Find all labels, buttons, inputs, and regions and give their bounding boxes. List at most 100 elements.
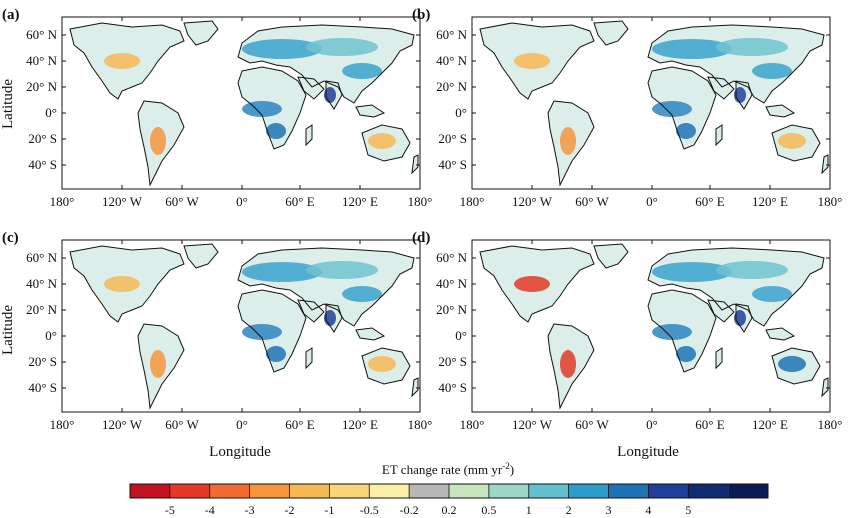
colorbar-segment <box>528 484 569 498</box>
colorbar-segment <box>249 484 290 498</box>
lon-tick-label: 120° E <box>752 194 788 209</box>
lon-tick-label: 180° <box>818 194 843 209</box>
lon-tick-label: 120° W <box>102 194 143 209</box>
colorbar-tick-label: 2 <box>566 503 572 517</box>
lat-tick-label: 40° N <box>26 53 57 68</box>
lon-tick-label: 180° <box>50 194 75 209</box>
lat-tick-label: 0° <box>45 105 57 120</box>
map-panel-2: 60° N 40° N 20° N 0° 20° S 40° S 180° 120° W 60°… <box>2 230 432 432</box>
lat-tick-label: 20° S <box>438 131 467 146</box>
colorbar-tick-label: -0.2 <box>400 503 419 517</box>
longitude-label-right: Longitude <box>617 444 679 460</box>
colorbar-segment <box>488 484 529 498</box>
lon-tick-label: 120° W <box>512 417 553 432</box>
lat-tick-label: 0° <box>455 328 467 343</box>
colorbar-segment <box>728 484 768 498</box>
lon-tick-label: 0° <box>646 194 658 209</box>
map-frame <box>471 16 831 190</box>
colorbar-segment <box>369 484 410 498</box>
lat-tick-label: 40° S <box>28 380 57 395</box>
lat-tick-label: 60° N <box>436 27 467 42</box>
panel-label: (d) <box>412 230 430 246</box>
panel-label: (c) <box>2 230 19 246</box>
colorbar-title: ET change rate (mm yr-2) <box>382 461 514 477</box>
map-frame <box>471 239 831 413</box>
lat-tick-label: 20° S <box>28 354 57 369</box>
lon-tick-label: 60° W <box>165 417 199 432</box>
lon-tick-label: 0° <box>646 417 658 432</box>
colorbar-tick-label: 0.5 <box>481 503 496 517</box>
lon-tick-label: 60° E <box>285 194 314 209</box>
lon-tick-label: 60° E <box>695 194 724 209</box>
lat-tick-label: 20° N <box>26 79 57 94</box>
lat-tick-label: 60° N <box>26 250 57 265</box>
colorbar-segment <box>289 484 330 498</box>
colorbar-segment <box>688 484 729 498</box>
colorbar: -5 -4 -3 -2 -1 -0.5 -0.2 0.2 0.5 1 2 3 4 5 <box>129 483 769 517</box>
colorbar-segment <box>608 484 649 498</box>
colorbar-segment <box>568 484 609 498</box>
lon-tick-label: 180° <box>408 417 433 432</box>
colorbar-tick-label: -1 <box>324 503 334 517</box>
lat-tick-label: 40° N <box>436 53 467 68</box>
map-frame <box>61 239 421 413</box>
lon-tick-label: 60° W <box>575 417 609 432</box>
lat-tick-label: 0° <box>45 328 57 343</box>
lon-tick-label: 60° W <box>575 194 609 209</box>
lat-tick-label: 40° N <box>26 276 57 291</box>
lat-tick-label: 20° N <box>26 302 57 317</box>
lat-tick-label: 40° S <box>438 380 467 395</box>
lon-tick-label: 0° <box>236 417 248 432</box>
panel-label: (b) <box>412 7 430 23</box>
lon-tick-label: 180° <box>460 194 485 209</box>
colorbar-segment <box>449 484 489 498</box>
colorbar-tick-label: 0.2 <box>442 503 457 517</box>
map-frame <box>61 16 421 190</box>
lat-tick-label: 20° S <box>438 354 467 369</box>
colorbar-tick-label: 5 <box>685 503 691 517</box>
lat-tick-label: 40° S <box>28 157 57 172</box>
lat-tick-label: 20° N <box>436 79 467 94</box>
colorbar-tick-label: -2 <box>285 503 295 517</box>
lon-tick-label: 120° E <box>752 417 788 432</box>
colorbar-segment <box>130 484 170 498</box>
lon-tick-label: 120° E <box>342 194 378 209</box>
colorbar-segment <box>209 484 250 498</box>
colorbar-tick-label: -4 <box>205 503 215 517</box>
lon-tick-label: 60° E <box>285 417 314 432</box>
lat-tick-label: 60° N <box>436 250 467 265</box>
lat-tick-label: 40° S <box>438 157 467 172</box>
lon-tick-label: 180° <box>50 417 75 432</box>
lon-tick-label: 120° W <box>512 194 553 209</box>
panel-label: (a) <box>2 7 20 23</box>
lon-tick-label: 60° W <box>165 194 199 209</box>
lon-tick-label: 120° E <box>342 417 378 432</box>
longitude-label-left: Longitude <box>209 444 271 460</box>
lon-tick-label: 180° <box>818 417 843 432</box>
colorbar-segment <box>169 484 210 498</box>
lat-tick-label: 60° N <box>26 27 57 42</box>
lon-tick-label: 120° W <box>102 417 143 432</box>
colorbar-tick-label: -0.5 <box>360 503 379 517</box>
colorbar-segment <box>329 484 370 498</box>
lat-tick-label: 20° S <box>28 131 57 146</box>
lon-tick-label: 180° <box>408 194 433 209</box>
lon-tick-label: 0° <box>236 194 248 209</box>
colorbar-segment <box>648 484 689 498</box>
colorbar-tick-label: 4 <box>645 503 651 517</box>
lat-tick-label: 20° N <box>436 302 467 317</box>
map-panel-3: 60° N 40° N 20° N 0° 20° S 40° S 180° 120° W 60°… <box>412 230 842 432</box>
lat-tick-label: 40° N <box>436 276 467 291</box>
colorbar-tick-label: 1 <box>526 503 532 517</box>
map-panel-0: 60° N 40° N 20° N 0° 20° S 40° S 180° 120° W 60°… <box>2 7 432 209</box>
colorbar-tick-label: -3 <box>245 503 255 517</box>
lon-tick-label: 180° <box>460 417 485 432</box>
colorbar-segment <box>409 484 449 498</box>
colorbar-tick-label: 3 <box>606 503 612 517</box>
lon-tick-label: 60° E <box>695 417 724 432</box>
latitude-label-top: Latitude <box>0 79 16 129</box>
lat-tick-label: 0° <box>455 105 467 120</box>
map-panel-1: 60° N 40° N 20° N 0° 20° S 40° S 180° 120° W 60°… <box>412 7 842 209</box>
colorbar-tick-label: -5 <box>165 503 175 517</box>
